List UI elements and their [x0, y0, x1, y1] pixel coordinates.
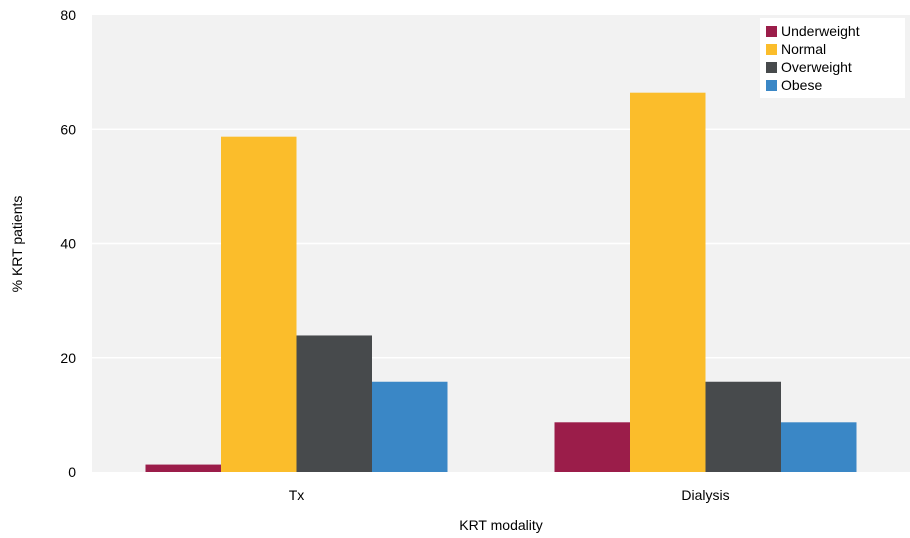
y-tick-labels: 0 20 40 60 80 — [60, 7, 76, 480]
y-tick-label: 80 — [60, 7, 76, 23]
legend-swatch-underweight — [766, 26, 777, 37]
y-tick-label: 20 — [60, 350, 76, 366]
x-tick-label: Dialysis — [681, 487, 729, 503]
bar-obese-dialysis — [781, 422, 857, 472]
legend: Underweight Normal Overweight Obese — [760, 18, 905, 98]
y-tick-label: 0 — [68, 464, 76, 480]
legend-swatch-normal — [766, 44, 777, 55]
bar-normal-dialysis — [630, 92, 706, 472]
legend-box — [760, 18, 905, 98]
legend-swatch-overweight — [766, 62, 777, 73]
x-tick-labels: Tx Dialysis — [289, 487, 730, 503]
y-tick-label: 60 — [60, 121, 76, 137]
y-axis-title: % KRT patients — [9, 196, 25, 293]
bars — [145, 92, 857, 472]
legend-label-normal: Normal — [781, 41, 826, 57]
bar-normal-tx — [221, 136, 297, 472]
legend-label-obese: Obese — [781, 77, 822, 93]
legend-label-underweight: Underweight — [781, 23, 860, 39]
x-tick-label: Tx — [289, 487, 305, 503]
legend-swatch-obese — [766, 80, 777, 91]
bar-underweight-dialysis — [554, 422, 630, 472]
legend-label-overweight: Overweight — [781, 59, 852, 75]
bar-overweight-dialysis — [705, 381, 781, 472]
x-axis-title: KRT modality — [459, 517, 543, 533]
bar-underweight-tx — [145, 464, 221, 472]
bar-obese-tx — [372, 381, 448, 472]
bar-overweight-tx — [296, 335, 372, 472]
y-tick-label: 40 — [60, 236, 76, 252]
